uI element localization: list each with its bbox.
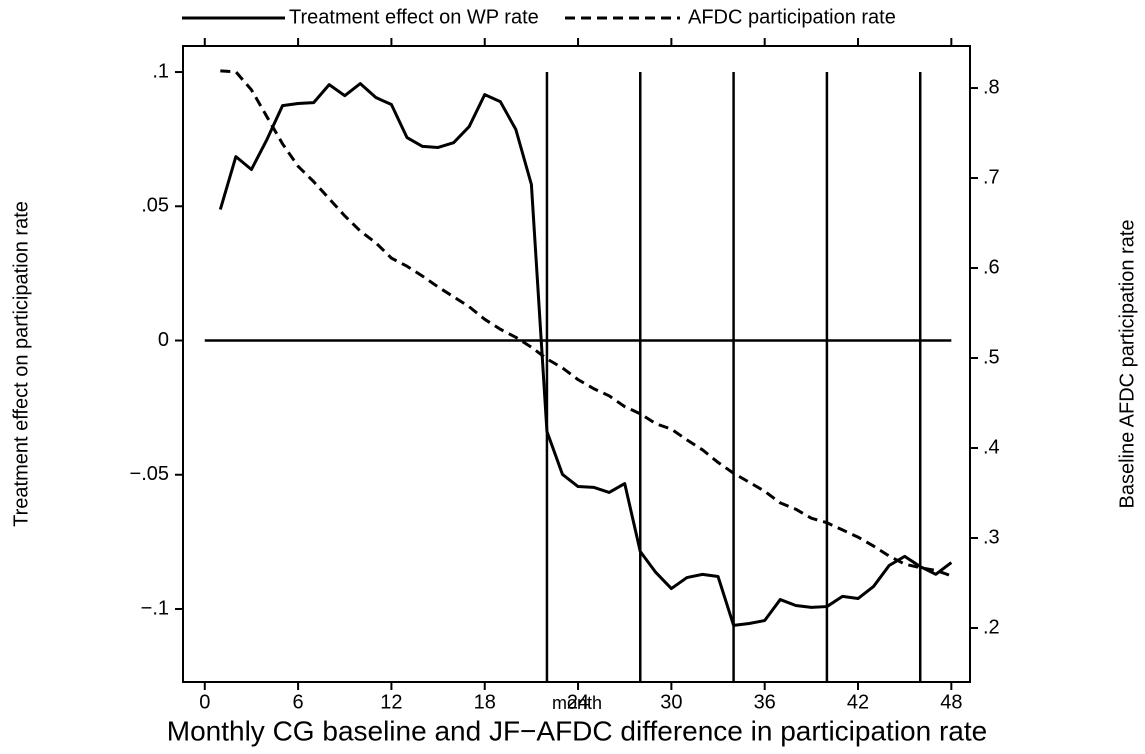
series-line xyxy=(220,69,952,578)
x-tick-label: 18 xyxy=(474,691,496,713)
y2-axis-label: Baseline AFDC participation rate xyxy=(1116,219,1138,508)
legend-label: Treatment effect on WP rate xyxy=(289,6,539,28)
x-tick-label: 48 xyxy=(940,691,962,713)
y-tick-label: 0 xyxy=(158,329,169,351)
series-line xyxy=(218,82,953,627)
x-tick-label: 12 xyxy=(380,691,402,713)
y2-tick-label: .3 xyxy=(983,526,1000,548)
x-tick-label: 0 xyxy=(199,691,210,713)
y2-tick-label: .7 xyxy=(983,166,1000,188)
chart-title: Monthly CG baseline and JF−AFDC differen… xyxy=(167,715,987,746)
x-tick-label: 24 xyxy=(567,691,589,713)
y-tick-label: −.1 xyxy=(141,597,169,619)
legend-label: AFDC participation rate xyxy=(688,6,896,28)
y2-tick-label: .6 xyxy=(983,256,1000,278)
x-tick-label: 36 xyxy=(754,691,776,713)
x-tick-label: 6 xyxy=(293,691,304,713)
y2-tick-label: .4 xyxy=(983,436,1000,458)
plot-frame xyxy=(182,45,971,683)
y-axis-label: Treatment effect on participation rate xyxy=(10,201,32,527)
x-tick-label: 30 xyxy=(660,691,682,713)
y2-tick-label: .2 xyxy=(983,616,1000,638)
x-tick-label: 42 xyxy=(847,691,869,713)
y2-tick-label: .5 xyxy=(983,346,1000,368)
y2-tick-label: .8 xyxy=(983,76,1000,98)
y-tick-label: −.05 xyxy=(130,463,169,485)
y-tick-label: .1 xyxy=(152,60,169,82)
y-tick-label: .05 xyxy=(141,195,169,217)
x-axis-label: month xyxy=(552,693,602,713)
